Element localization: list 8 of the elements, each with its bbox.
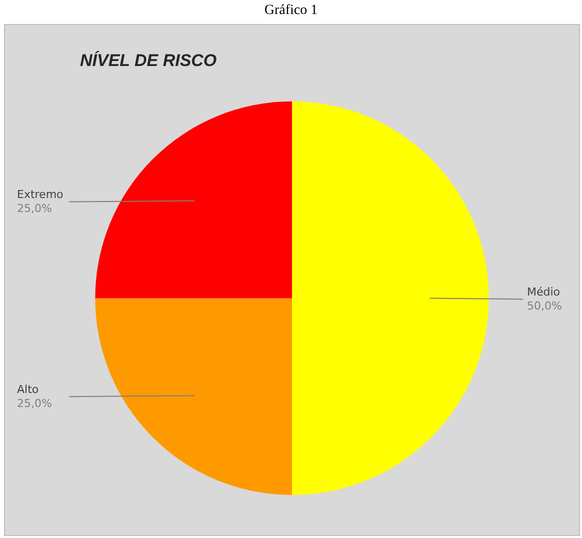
slice-label: Alto <box>17 382 39 396</box>
data-label: 25,0% <box>17 202 52 216</box>
slice-label: Extremo <box>17 188 64 202</box>
data-label: 50,0% <box>527 300 562 313</box>
chart-title: NÍVEL DE RISCO <box>80 50 217 70</box>
text: Gráfico 1 <box>263 2 319 20</box>
data-label: 25,0% <box>17 396 52 410</box>
slice-label: Médio <box>527 286 560 299</box>
